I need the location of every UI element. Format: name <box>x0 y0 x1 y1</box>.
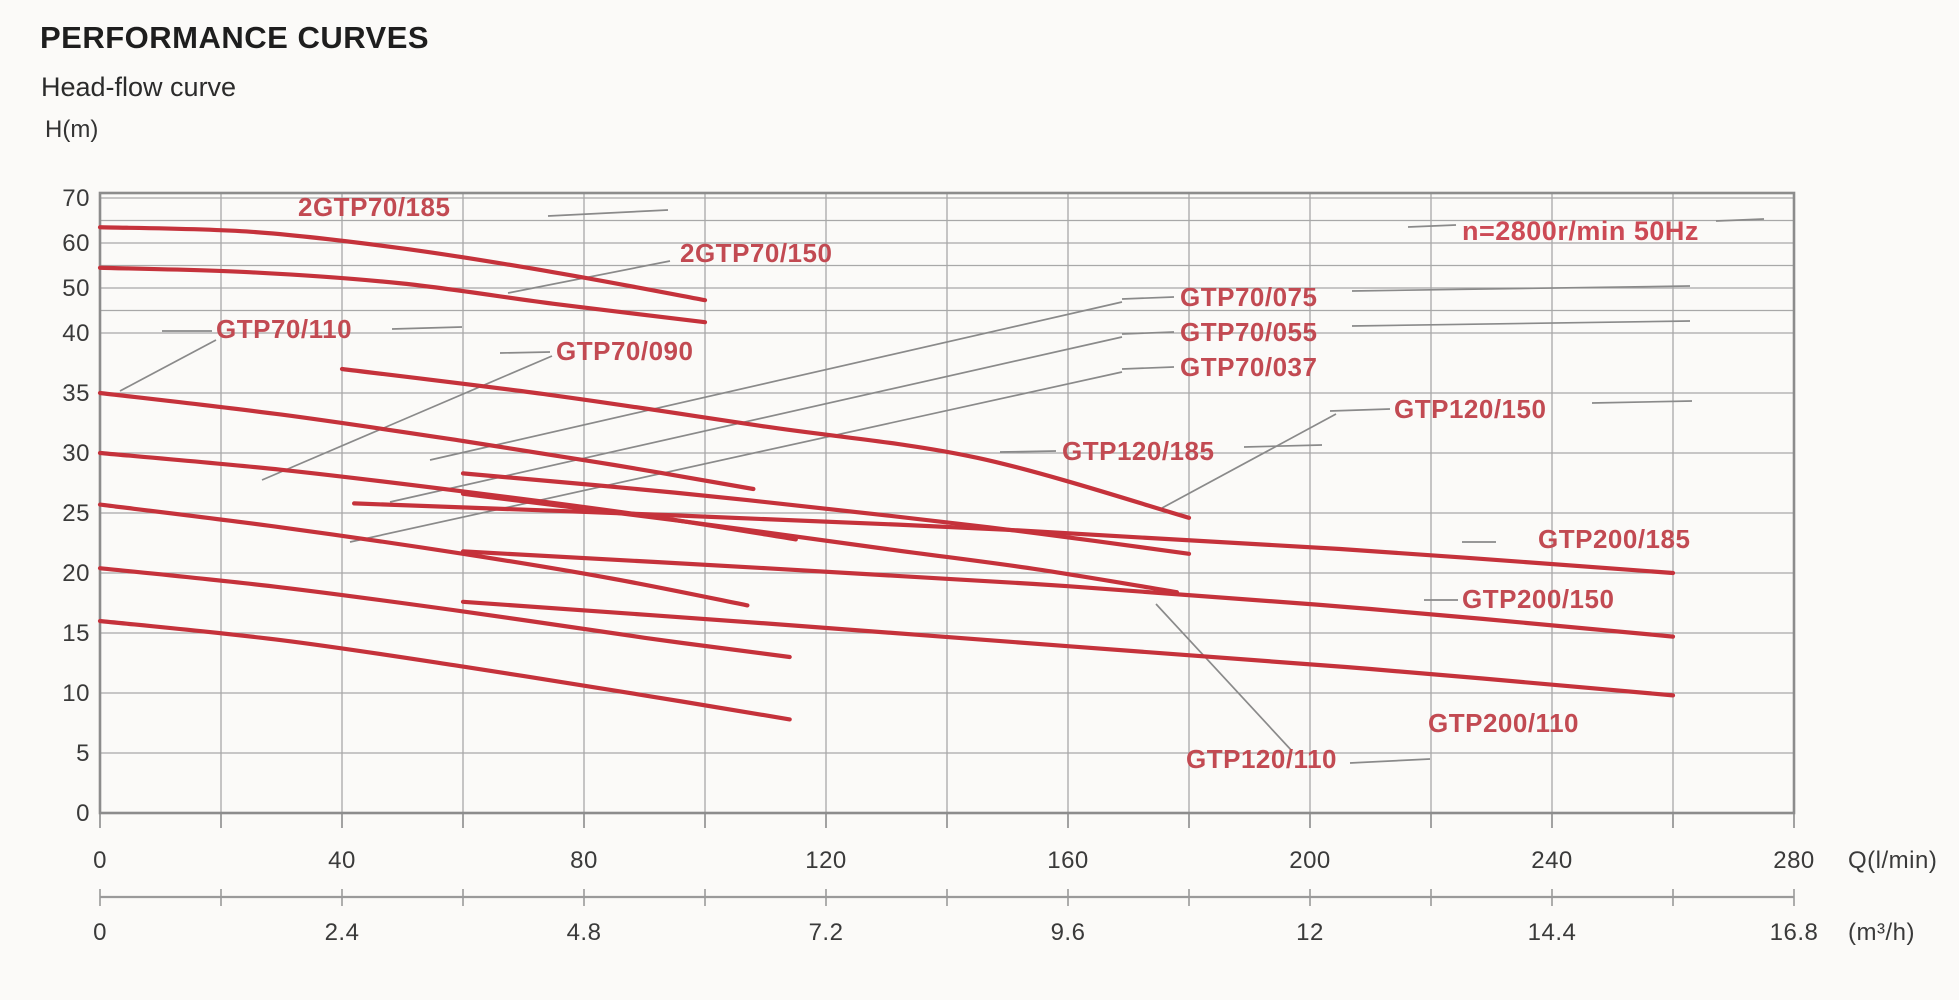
curve-label-GTP70-055: GTP70/055 <box>1180 317 1317 347</box>
curve-GTP70-037 <box>97 618 792 722</box>
label-leader-line <box>1351 320 1691 327</box>
label-leader-line <box>1407 224 1457 228</box>
curve-GTP70-110 <box>97 390 756 492</box>
secondary-x-tick-label: 7.2 <box>809 919 844 946</box>
curve-GTP200-110 <box>460 599 1676 698</box>
y-tick-label: 35 <box>62 380 90 407</box>
label-leader-line <box>1243 444 1323 448</box>
label-leader-line <box>349 371 1123 543</box>
label-leader-line <box>1121 296 1175 300</box>
chart-subtitle: Head-flow curve <box>41 72 237 102</box>
label-leader-line <box>999 450 1057 453</box>
curve-label-GTP70-037: GTP70/037 <box>1180 352 1317 382</box>
y-tick-label: 30 <box>62 440 90 467</box>
curve-label-GTP70-110: GTP70/110 <box>216 314 352 344</box>
label-leader-line <box>119 339 217 392</box>
y-tick-label: 10 <box>62 680 90 707</box>
curve-GTP200-150 <box>460 549 1676 639</box>
curve-GTP120-185 <box>339 366 1192 520</box>
label-leader-line <box>389 336 1123 503</box>
label-leader-line <box>429 301 1123 461</box>
x-tick-label: 280 <box>1773 847 1815 874</box>
label-leader-line <box>499 351 551 354</box>
x-tick-label: 240 <box>1531 847 1573 874</box>
curve-GTP70-055 <box>97 566 792 660</box>
label-leader-line <box>547 209 669 217</box>
label-leader-line <box>1161 413 1337 509</box>
curve-GTP200-185 <box>352 501 1676 576</box>
curve-label-GTP70-090: GTP70/090 <box>556 336 693 366</box>
curve-label-2GTP70-150: 2GTP70/150 <box>680 238 832 268</box>
x-tick-label: 200 <box>1289 847 1331 874</box>
curve-label-2GTP70-185: 2GTP70/185 <box>298 192 450 222</box>
page-title: PERFORMANCE CURVES <box>40 20 430 55</box>
secondary-x-tick-label: 14.4 <box>1528 919 1577 946</box>
label-leader-line <box>1121 366 1175 370</box>
y-tick-label: 70 <box>62 185 90 212</box>
y-tick-label: 40 <box>62 320 90 347</box>
y-tick-label: 5 <box>76 740 90 767</box>
x-tick-label: 80 <box>570 847 598 874</box>
curve-label-GTP200-110: GTP200/110 <box>1428 708 1579 738</box>
secondary-x-tick-label: 4.8 <box>567 919 602 946</box>
x-tick-label: 120 <box>805 847 847 874</box>
secondary-x-tick-label: 16.8 <box>1770 919 1819 946</box>
speed-frequency-annotation: n=2800r/min 50Hz <box>1462 216 1699 246</box>
x-tick-label: 0 <box>93 847 107 874</box>
x-tick-label: 160 <box>1047 847 1089 874</box>
label-leader-line <box>1591 400 1693 404</box>
curve-GTP120-110 <box>460 491 1179 595</box>
curve-label-GTP200-150: GTP200/150 <box>1462 584 1614 614</box>
y-tick-label: 50 <box>62 275 90 302</box>
label-leader-line <box>261 355 553 481</box>
curve-label-GTP120-150: GTP120/150 <box>1394 394 1546 424</box>
y-tick-label: 60 <box>62 230 90 257</box>
x-tick-label: 40 <box>328 847 356 874</box>
y-tick-label: 0 <box>76 800 90 827</box>
secondary-x-tick-label: 2.4 <box>325 919 360 946</box>
curve-label-GTP120-110: GTP120/110 <box>1186 744 1337 774</box>
curve-2GTP70-185 <box>97 225 708 303</box>
label-leader-line <box>1351 285 1691 292</box>
curve-2GTP70-150 <box>97 265 708 325</box>
curve-label-GTP120-185: GTP120/185 <box>1062 436 1214 466</box>
y-tick-label: 15 <box>62 620 90 647</box>
curve-label-GTP70-075: GTP70/075 <box>1180 282 1317 312</box>
label-leader-line <box>391 326 463 330</box>
label-leader-line <box>1329 408 1391 412</box>
label-leader-line <box>1349 758 1431 764</box>
curve-GTP120-150 <box>460 471 1192 556</box>
y-axis-title: H(m) <box>45 116 99 143</box>
curve-label-GTP200-185: GTP200/185 <box>1538 524 1690 554</box>
curve-GTP70-075 <box>97 502 750 608</box>
x-axis-unit-label: Q(l/min) <box>1848 847 1937 874</box>
label-leader-line <box>1121 331 1175 335</box>
secondary-x-tick-label: 0 <box>93 919 107 946</box>
y-tick-label: 20 <box>62 560 90 587</box>
secondary-x-tick-label: 12 <box>1296 919 1324 946</box>
y-tick-label: 25 <box>62 500 90 527</box>
secondary-x-tick-label: 9.6 <box>1051 919 1086 946</box>
label-leader-line <box>1715 218 1765 222</box>
label-leader-line <box>1155 603 1293 752</box>
secondary-axis-unit-label: (m³/h) <box>1848 919 1915 946</box>
